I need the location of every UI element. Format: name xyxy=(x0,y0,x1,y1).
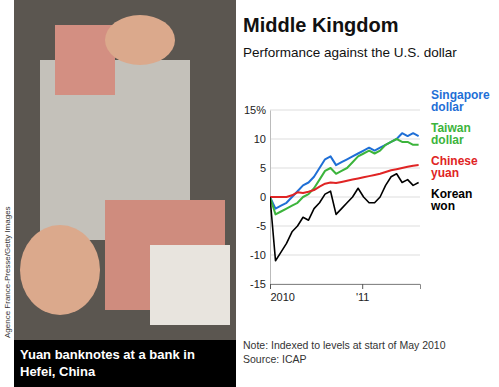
line xyxy=(270,133,419,208)
tick: -15 xyxy=(250,278,270,290)
tick: '11 xyxy=(356,284,370,303)
tick-label: 0 xyxy=(260,191,266,203)
grid-line xyxy=(270,255,420,256)
y-axis: 15% 10 5 0 -5 -10 -15 xyxy=(244,104,271,290)
photo-paper xyxy=(150,245,230,325)
tick-mark xyxy=(362,284,363,289)
tick-mark xyxy=(270,284,271,289)
tick-label: 10 xyxy=(254,133,266,145)
tick-label: 15% xyxy=(244,104,266,116)
grid-line xyxy=(270,110,420,111)
tick-label: 2010 xyxy=(271,291,295,303)
tick: 15% xyxy=(244,104,270,116)
photo-background xyxy=(14,0,236,387)
legend: Singaporedollar Taiwandollar Chineseyuan Ko… xyxy=(430,88,490,213)
tick: 2010 xyxy=(271,284,295,303)
tick-label: -5 xyxy=(256,220,266,232)
note: Note: Indexed to levels at start of May … xyxy=(243,339,446,351)
legend-entry: Koreanwon xyxy=(430,187,472,213)
caption-box xyxy=(14,340,236,387)
tick: -10 xyxy=(250,249,270,261)
legend-word: dollar xyxy=(431,133,464,147)
legend-entry: Taiwandollar xyxy=(431,121,471,147)
tick-label: 5 xyxy=(260,162,266,174)
photo-margin xyxy=(0,0,236,387)
source: Source: ICAP xyxy=(243,353,307,365)
tick-label: '11 xyxy=(356,291,370,303)
legend-word: dollar xyxy=(431,100,464,114)
tick-label: -10 xyxy=(250,249,266,261)
tick: -5 xyxy=(256,220,270,232)
tick: 5 xyxy=(260,162,270,174)
legend-word: yuan xyxy=(431,166,459,180)
photo-hand xyxy=(20,225,100,315)
x-axis: 2010 '11 xyxy=(271,284,421,303)
tick-label: -15 xyxy=(250,278,266,290)
plot-area xyxy=(270,133,419,261)
photo-hand xyxy=(105,15,175,65)
caption: Yuan banknotes at a bank in xyxy=(20,347,195,362)
axis-line xyxy=(271,285,421,290)
photo: Yuan banknotes at a bank in Hefei, China A… xyxy=(0,0,236,387)
line xyxy=(270,139,419,214)
grid-line xyxy=(270,226,420,227)
figure: Yuan banknotes at a bank in Hefei, China A… xyxy=(0,0,499,387)
tick: 0 xyxy=(260,191,270,203)
line xyxy=(270,165,419,197)
grid xyxy=(270,110,420,284)
caption: Hefei, China xyxy=(20,364,96,379)
legend-word: won xyxy=(430,199,455,213)
legend-entry: Chineseyuan xyxy=(431,154,478,180)
legend-entry: Singaporedollar xyxy=(431,88,490,114)
photo-credit: Agence France-Presse/Getty Images xyxy=(3,206,12,338)
line xyxy=(270,174,419,261)
chart: Middle Kingdom Performance against the U.… xyxy=(243,14,490,365)
tick: 10 xyxy=(254,133,270,145)
subtitle: Performance against the U.S. dollar xyxy=(243,45,457,60)
title: Middle Kingdom xyxy=(243,14,399,36)
